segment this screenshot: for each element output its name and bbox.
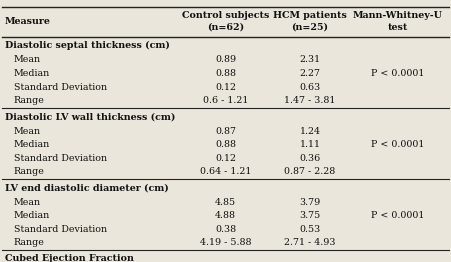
Text: 2.71 - 4.93: 2.71 - 4.93 <box>284 238 336 247</box>
Text: Median: Median <box>14 69 50 78</box>
Text: 0.63: 0.63 <box>299 83 321 92</box>
Text: 0.12: 0.12 <box>215 154 236 163</box>
Text: 1.11: 1.11 <box>299 140 321 149</box>
Text: 4.88: 4.88 <box>215 211 236 220</box>
Text: 0.38: 0.38 <box>215 225 236 234</box>
Text: 0.87 - 2.28: 0.87 - 2.28 <box>285 167 336 176</box>
Text: 0.12: 0.12 <box>215 83 236 92</box>
Text: Diastolic septal thickness (cm): Diastolic septal thickness (cm) <box>5 41 170 50</box>
Text: 0.89: 0.89 <box>215 56 236 64</box>
Text: Standard Deviation: Standard Deviation <box>14 83 106 92</box>
Text: Mean: Mean <box>14 56 41 64</box>
Text: Mann-Whitney-U
test: Mann-Whitney-U test <box>353 11 443 32</box>
Text: 2.27: 2.27 <box>299 69 321 78</box>
Text: Median: Median <box>14 211 50 220</box>
Text: P < 0.0001: P < 0.0001 <box>371 211 425 220</box>
Text: Mean: Mean <box>14 127 41 135</box>
Text: 3.79: 3.79 <box>299 198 321 206</box>
Text: Standard Deviation: Standard Deviation <box>14 225 106 234</box>
Text: LV end diastolic diameter (cm): LV end diastolic diameter (cm) <box>5 183 168 192</box>
Text: Standard Deviation: Standard Deviation <box>14 154 106 163</box>
Text: Cubed Ejection Fraction: Cubed Ejection Fraction <box>5 254 133 262</box>
Text: 4.85: 4.85 <box>215 198 236 206</box>
Text: 0.87: 0.87 <box>215 127 236 135</box>
Text: Range: Range <box>14 96 44 105</box>
Text: 0.64 - 1.21: 0.64 - 1.21 <box>200 167 251 176</box>
Text: P < 0.0001: P < 0.0001 <box>371 140 425 149</box>
Text: 0.53: 0.53 <box>299 225 321 234</box>
Text: 1.24: 1.24 <box>299 127 321 135</box>
Text: Median: Median <box>14 140 50 149</box>
Text: 0.36: 0.36 <box>299 154 321 163</box>
Text: P < 0.0001: P < 0.0001 <box>371 69 425 78</box>
Text: 2.31: 2.31 <box>299 56 321 64</box>
Text: Mean: Mean <box>14 198 41 206</box>
Text: Measure: Measure <box>5 17 51 26</box>
Text: HCM patients
(n=25): HCM patients (n=25) <box>273 11 347 32</box>
Text: 0.88: 0.88 <box>215 140 236 149</box>
Text: 0.6 - 1.21: 0.6 - 1.21 <box>203 96 248 105</box>
Text: 4.19 - 5.88: 4.19 - 5.88 <box>200 238 251 247</box>
Text: Control subjects
(n=62): Control subjects (n=62) <box>182 11 269 32</box>
Text: Diastolic LV wall thickness (cm): Diastolic LV wall thickness (cm) <box>5 112 175 121</box>
Text: Range: Range <box>14 167 44 176</box>
Text: 3.75: 3.75 <box>299 211 321 220</box>
Text: 0.88: 0.88 <box>215 69 236 78</box>
Text: 1.47 - 3.81: 1.47 - 3.81 <box>285 96 336 105</box>
Text: Range: Range <box>14 238 44 247</box>
